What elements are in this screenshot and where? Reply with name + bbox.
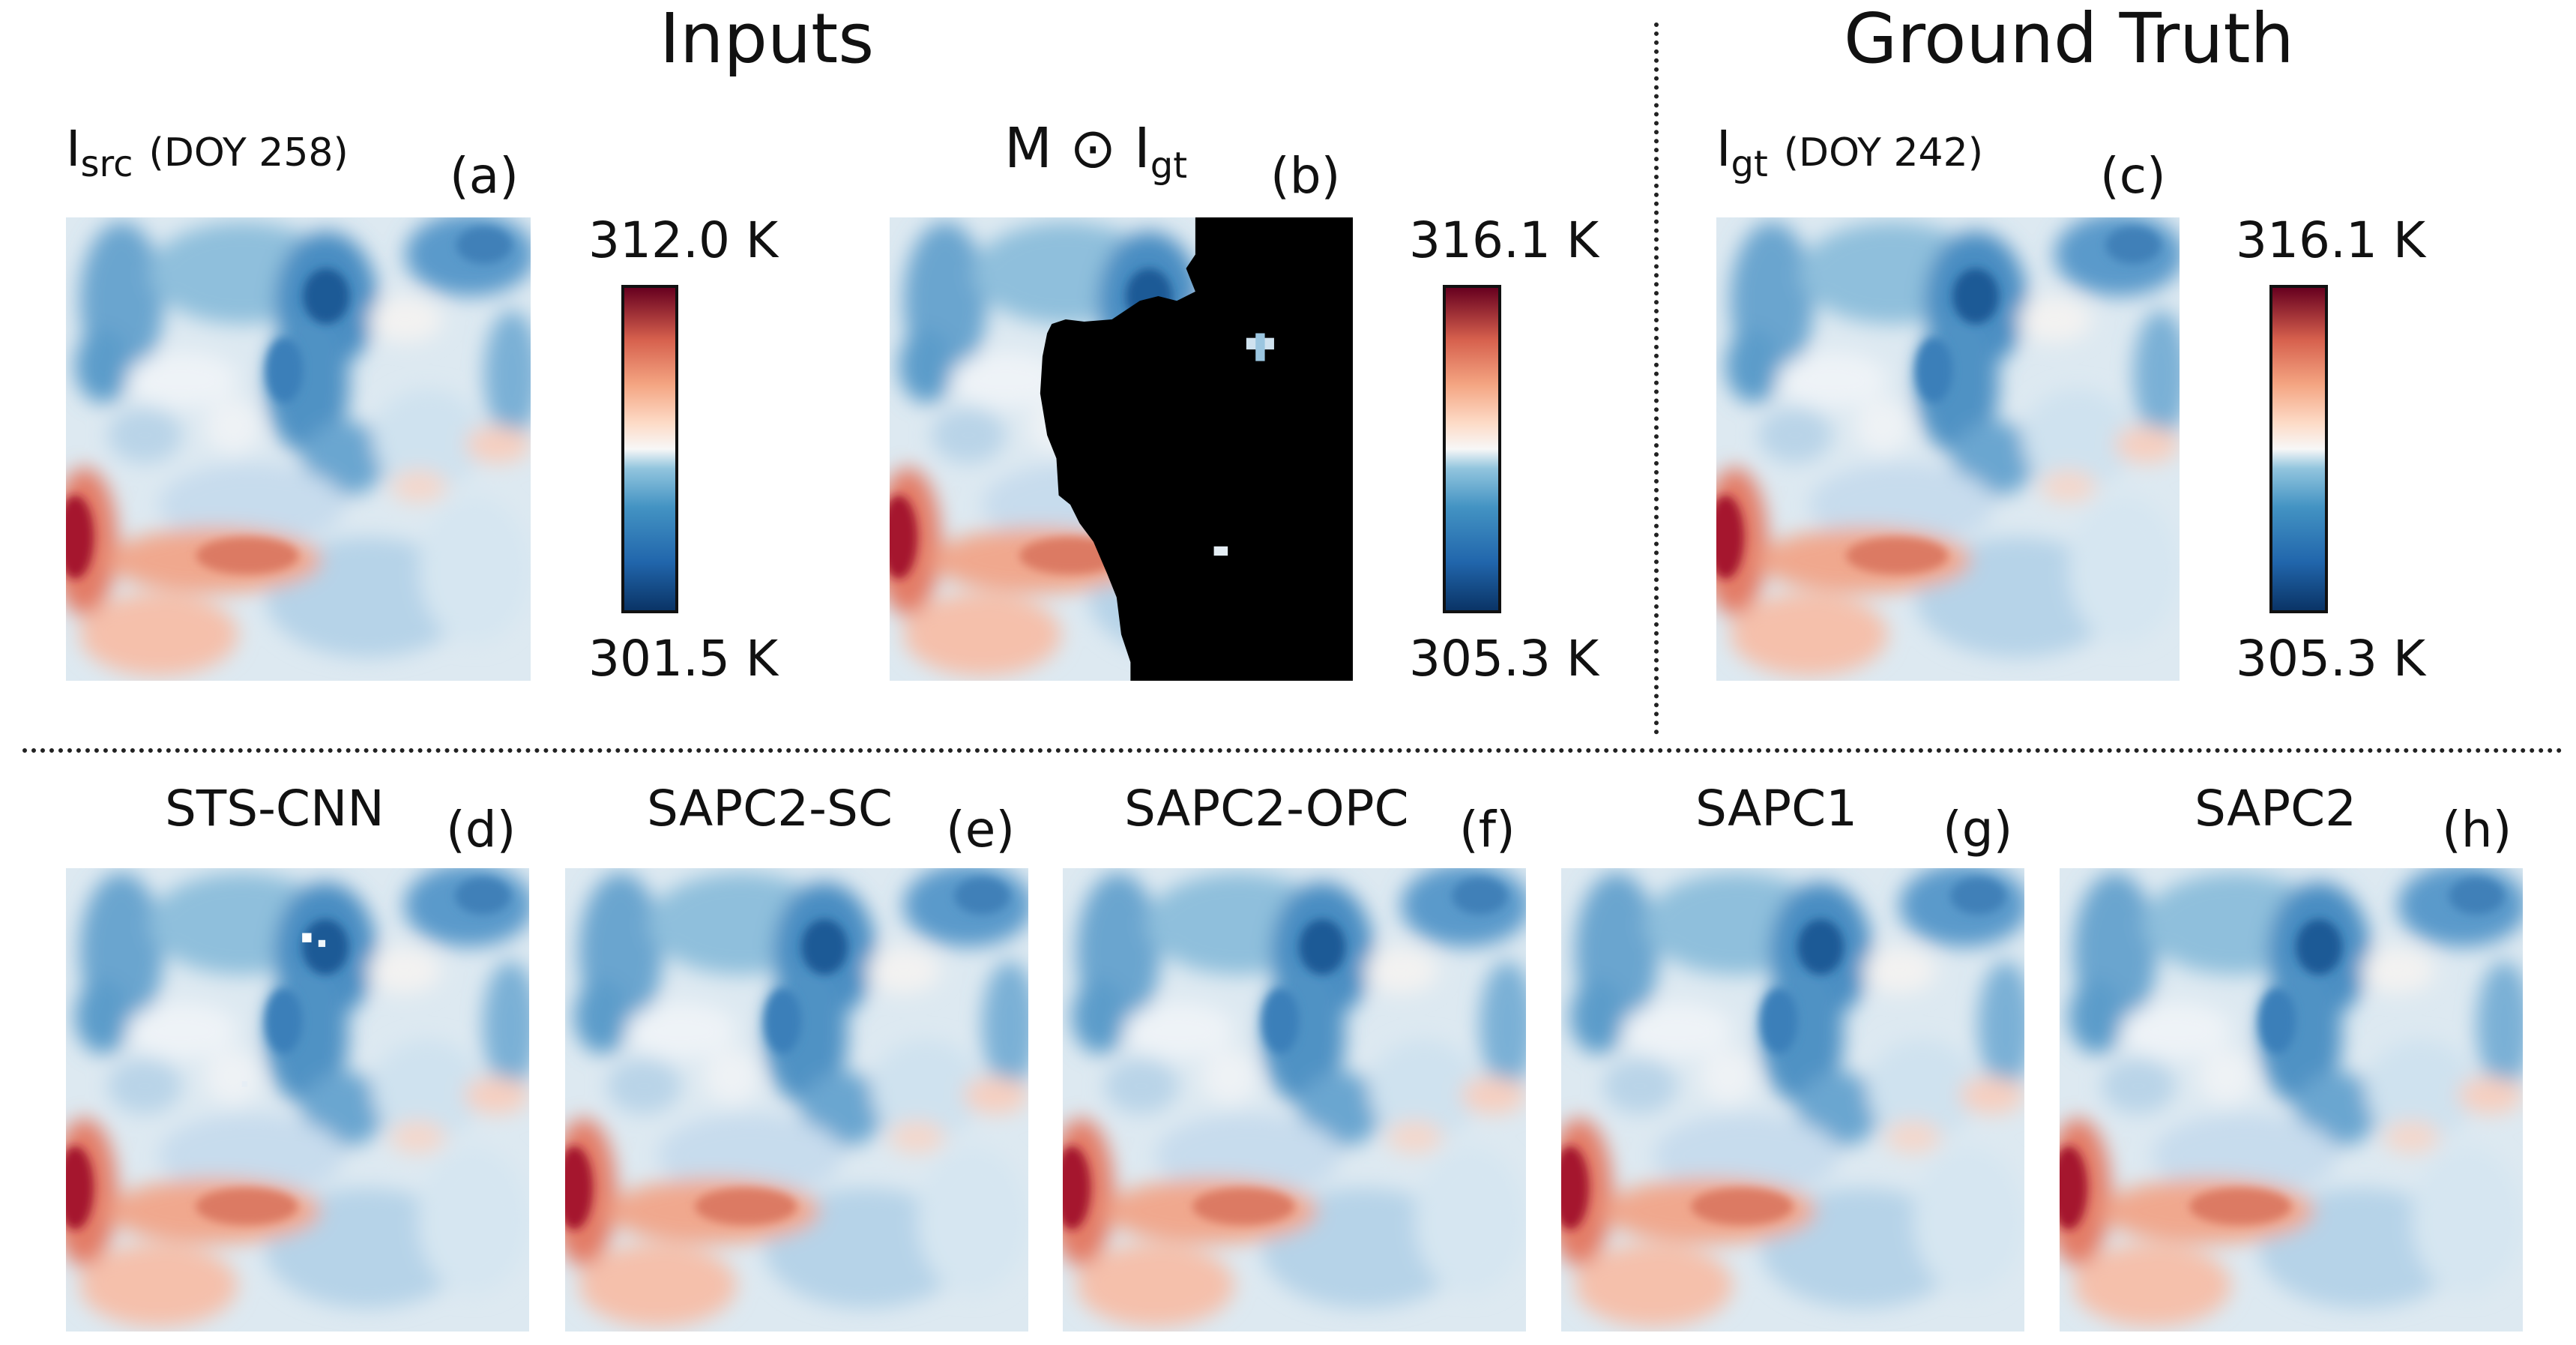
panel-f-heatmap [1063, 868, 1526, 1332]
panel-d-label: (d) [446, 801, 516, 858]
colorbar-b-max: 316.1 K [1409, 211, 1599, 269]
panel-e-title: SAPC2-SC [647, 780, 893, 837]
colorbar-c [2269, 285, 2328, 613]
panel-a-heatmap [66, 217, 531, 681]
panel-c-doy: (DOY 242) [1783, 130, 1983, 175]
panel-c-label: (c) [2100, 147, 2166, 205]
panel-d-heatmap [66, 868, 529, 1332]
panel-h-label: (h) [2442, 801, 2512, 858]
colorbar-a [621, 285, 678, 613]
horizontal-separator [22, 748, 2563, 753]
panel-a-subscript: src [80, 143, 133, 185]
colorbar-a-min: 301.5 K [588, 630, 779, 687]
panel-c-heatmap [1716, 217, 2180, 681]
panel-b-label: (b) [1270, 147, 1341, 205]
panel-a-title: Isrc (DOY 258) [66, 120, 349, 185]
panel-b-title: M ⊙ Igt [1004, 116, 1187, 187]
colorbar-c-max: 316.1 K [2236, 211, 2426, 269]
panel-g-heatmap [1561, 868, 2024, 1332]
panel-a-doy: (DOY 258) [148, 130, 349, 175]
panel-a-label: (a) [450, 147, 519, 205]
panel-b-subscript: gt [1150, 145, 1188, 187]
panel-h-title: SAPC2 [2195, 780, 2357, 837]
panel-g-label: (g) [1943, 801, 2013, 858]
panel-b-odot: ⊙ [1070, 116, 1117, 181]
colorbar-c-min: 305.3 K [2236, 630, 2426, 687]
panel-c-subscript: gt [1731, 143, 1768, 185]
inputs-section-title: Inputs [660, 0, 875, 79]
mask-region [1040, 217, 1353, 681]
panel-a-symbol: I [66, 120, 81, 178]
panel-b-heatmap [890, 217, 1353, 681]
colorbar-a-max: 312.0 K [588, 211, 779, 269]
panel-b-symbol: I [1133, 116, 1150, 181]
colorbar-b-min: 305.3 K [1409, 630, 1599, 687]
colorbar-b [1443, 285, 1501, 613]
panel-e-heatmap [565, 868, 1028, 1332]
panel-f-title: SAPC2-OPC [1124, 780, 1409, 837]
vertical-separator [1654, 22, 1659, 735]
panel-c-symbol: I [1716, 120, 1731, 178]
panel-f-label: (f) [1459, 801, 1515, 858]
panel-b-mask-symbol: M [1004, 116, 1052, 181]
panel-c-title: Igt (DOY 242) [1716, 120, 1983, 185]
panel-d-title: STS-CNN [165, 780, 384, 837]
panel-e-label: (e) [946, 801, 1016, 858]
panel-g-title: SAPC1 [1695, 780, 1858, 837]
ground-truth-section-title: Ground Truth [1844, 0, 2294, 79]
panel-h-heatmap [2060, 868, 2523, 1332]
